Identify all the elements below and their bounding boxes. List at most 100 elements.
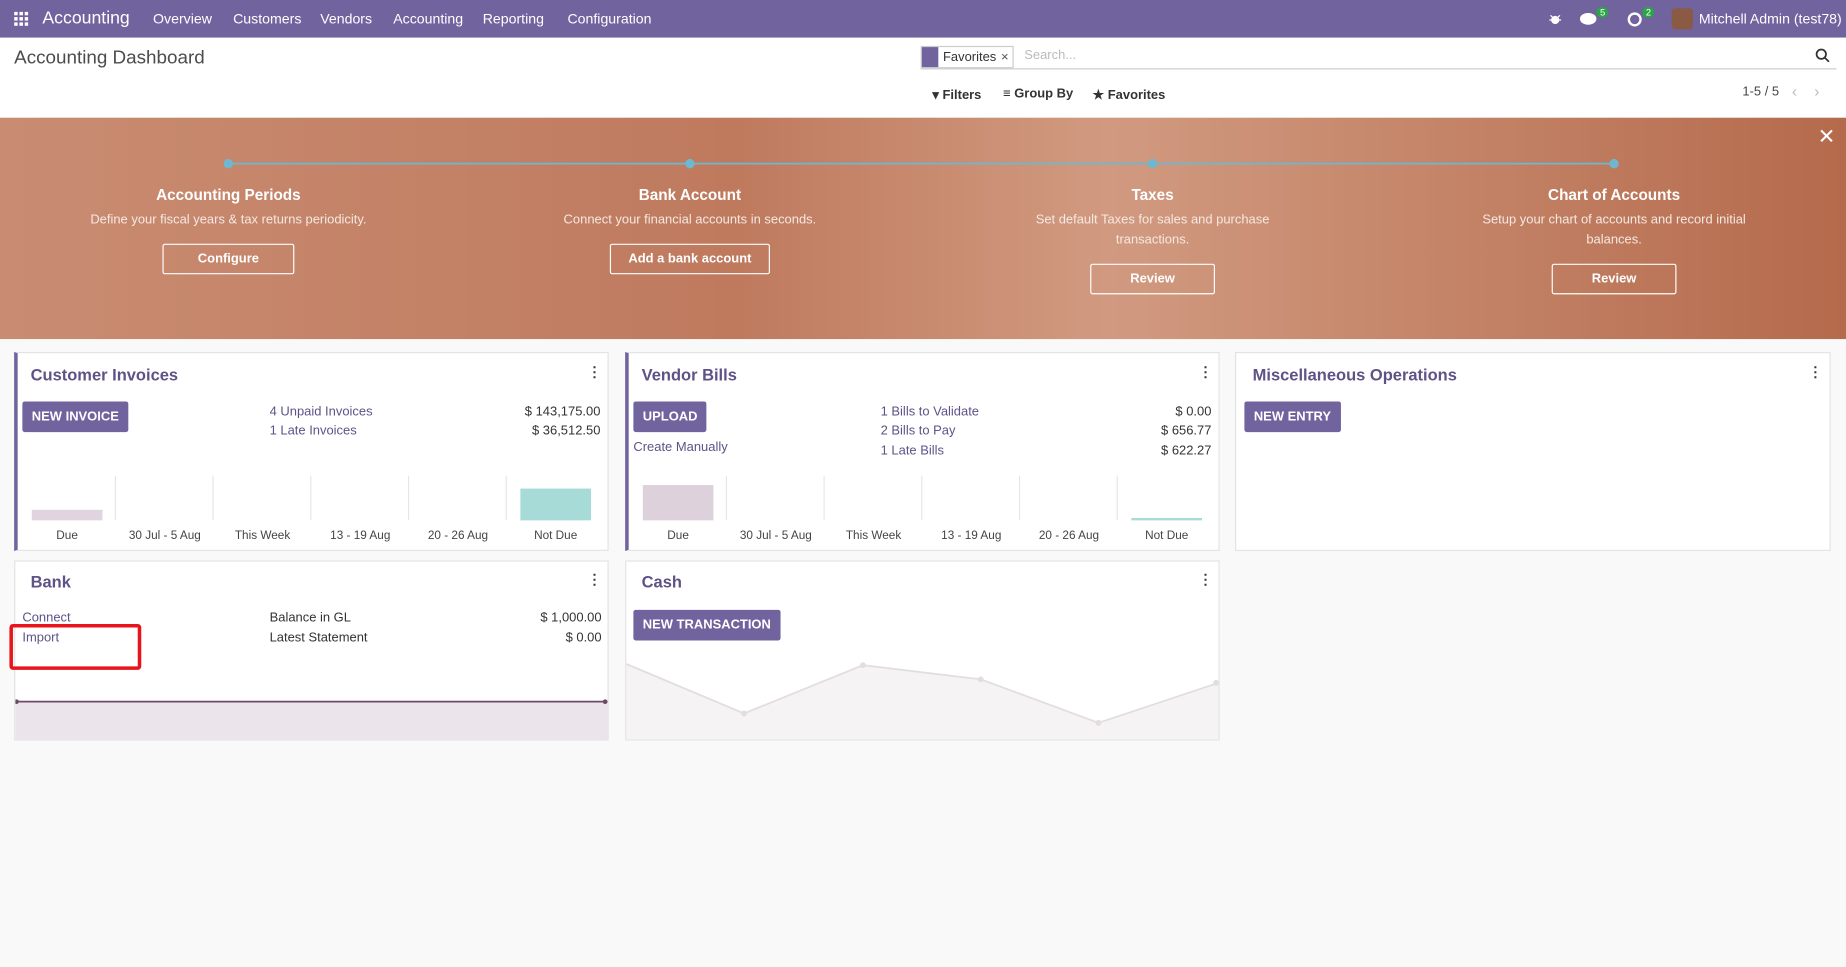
close-banner[interactable]: ✕ (1817, 124, 1836, 149)
step-button[interactable]: Review (1090, 263, 1215, 295)
stat-label[interactable]: 1 Late Bills (880, 443, 944, 458)
primary-button[interactable]: NEW INVOICE (22, 401, 129, 433)
pager: 1-5 / 5 (1742, 84, 1780, 99)
graph-label: Due (667, 529, 689, 543)
bank-link[interactable]: Connect (22, 611, 71, 626)
card-title[interactable]: Cash (641, 572, 682, 592)
step: Chart of Accounts Setup your chart of acc… (1473, 186, 1756, 295)
step: Taxes Set default Taxes for sales and pur… (1011, 186, 1294, 295)
facet-label: Favorites (943, 50, 997, 65)
search-bar (920, 45, 1837, 70)
step-description: Define your fiscal years & tax returns p… (90, 213, 367, 228)
pager-prev[interactable]: ‹ (1791, 82, 1797, 101)
facet[interactable]: Favorites × (920, 45, 1014, 69)
filters-button[interactable]: ▾ Filters (932, 88, 982, 103)
step-button[interactable]: Add a bank account (609, 243, 771, 275)
stat-amount: $ 143,175.00 (524, 404, 601, 420)
messages-icon[interactable] (1579, 12, 1598, 27)
stat-amount: $ 1,000.00 (540, 611, 602, 626)
journal-card: Vendor Bills ⋮ UPLOAD Create Manually 1 … (625, 352, 1220, 551)
graph (15, 699, 608, 740)
card-title[interactable]: Vendor Bills (641, 364, 737, 384)
facet-icon (921, 47, 939, 68)
step-description: Connect your financial accounts in secon… (563, 213, 817, 228)
graph-label: 30 Jul - 5 Aug (739, 529, 812, 543)
bank-link[interactable]: Import (22, 631, 60, 646)
user-name[interactable]: Mitchell Admin (test78) (1698, 10, 1842, 28)
progress-line (223, 158, 1619, 169)
graph (626, 662, 1219, 740)
graph-label: 13 - 19 Aug (330, 529, 391, 543)
menu-item[interactable]: Accounting (393, 10, 464, 28)
pager-next[interactable]: › (1814, 82, 1820, 101)
onboarding-banner: ✕ Accounting Periods Define your fiscal y… (0, 117, 1846, 340)
debug-icon[interactable] (1548, 12, 1562, 26)
card-menu[interactable]: ⋮ (1198, 570, 1213, 588)
filters-label: Filters (942, 88, 982, 103)
step: Bank Account Connect your financial accou… (549, 186, 832, 275)
menu-item[interactable]: Configuration (567, 10, 652, 28)
stat-amount: $ 656.77 (1161, 423, 1212, 438)
card-title[interactable]: Miscellaneous Operations (1252, 364, 1457, 384)
step-button[interactable]: Review (1551, 263, 1677, 295)
page-title: Accounting Dashboard (14, 48, 205, 69)
stat-label[interactable]: 1 Late Invoices (269, 423, 357, 438)
journal-card: Bank ⋮ Connect Import Balance in GL $ 1,… (14, 560, 609, 741)
menu-item[interactable]: Customers (233, 10, 302, 28)
step-description: Setup your chart of accounts and record … (1482, 213, 1746, 248)
menu-item[interactable]: Reporting (482, 10, 544, 28)
graph-label: 20 - 26 Aug (427, 529, 489, 543)
graph-label: Due (56, 529, 78, 543)
graph-label: Not Due (534, 529, 578, 543)
card-menu[interactable]: ⋮ (1808, 363, 1823, 381)
messages-badge: 5 (1596, 7, 1609, 18)
group-by-button[interactable]: ≡ Group By (1003, 87, 1074, 102)
step-title: Bank Account (638, 186, 742, 204)
card-title[interactable]: Bank (30, 572, 71, 592)
stat-amount: $ 0.00 (565, 631, 602, 646)
stat-label[interactable]: 4 Unpaid Invoices (269, 404, 373, 420)
create-manually-link[interactable]: Create Manually (633, 440, 728, 455)
graph (31, 475, 592, 521)
activities-icon[interactable] (1627, 12, 1642, 27)
step-title: Taxes (1131, 186, 1174, 204)
search-icon[interactable] (1815, 48, 1830, 63)
stat-amount: $ 36,512.50 (531, 423, 601, 438)
stat-amount: $ 0.00 (1175, 404, 1212, 420)
app-name[interactable]: Accounting (42, 8, 130, 29)
facet-remove[interactable]: × (1000, 50, 1009, 65)
graph-label: This Week (234, 529, 291, 543)
stat-amount: $ 622.27 (1161, 443, 1212, 458)
favorites-button[interactable]: ★ Favorites (1092, 88, 1166, 103)
journal-card: Customer Invoices ⋮ NEW INVOICE 4 Unpaid… (14, 352, 609, 551)
step-title: Chart of Accounts (1548, 186, 1681, 204)
primary-button[interactable]: NEW TRANSACTION (633, 609, 781, 641)
avatar[interactable] (1671, 8, 1693, 30)
journal-card: Cash ⋮ NEW TRANSACTION (625, 560, 1220, 741)
graph-label: This Week (845, 529, 902, 543)
stat-label: Latest Statement (269, 631, 368, 646)
primary-button[interactable]: UPLOAD (633, 401, 707, 433)
step-description: Set default Taxes for sales and purchase… (1035, 213, 1270, 248)
card-title[interactable]: Customer Invoices (30, 364, 179, 384)
graph-label: Not Due (1145, 529, 1189, 543)
search-input[interactable]: Search... (1024, 48, 1077, 63)
menu-item[interactable]: Vendors (320, 10, 373, 28)
stat-label[interactable]: 2 Bills to Pay (880, 423, 956, 438)
apps-icon[interactable] (14, 11, 29, 26)
journal-card: Miscellaneous Operations ⋮ NEW ENTRY (1234, 352, 1831, 551)
step-button[interactable]: Configure (162, 243, 295, 275)
stat-label[interactable]: 1 Bills to Validate (880, 404, 980, 420)
menu-item[interactable]: Overview (153, 10, 212, 28)
card-menu[interactable]: ⋮ (587, 570, 602, 588)
step-title: Accounting Periods (156, 186, 301, 204)
step: Accounting Periods Define your fiscal yea… (87, 186, 370, 275)
primary-button[interactable]: NEW ENTRY (1244, 401, 1341, 433)
card-menu[interactable]: ⋮ (587, 363, 602, 381)
card-menu[interactable]: ⋮ (1198, 363, 1213, 381)
navbar: Accounting Overview Customers Vendors Ac… (0, 0, 1846, 38)
graph-label: 13 - 19 Aug (941, 529, 1002, 543)
